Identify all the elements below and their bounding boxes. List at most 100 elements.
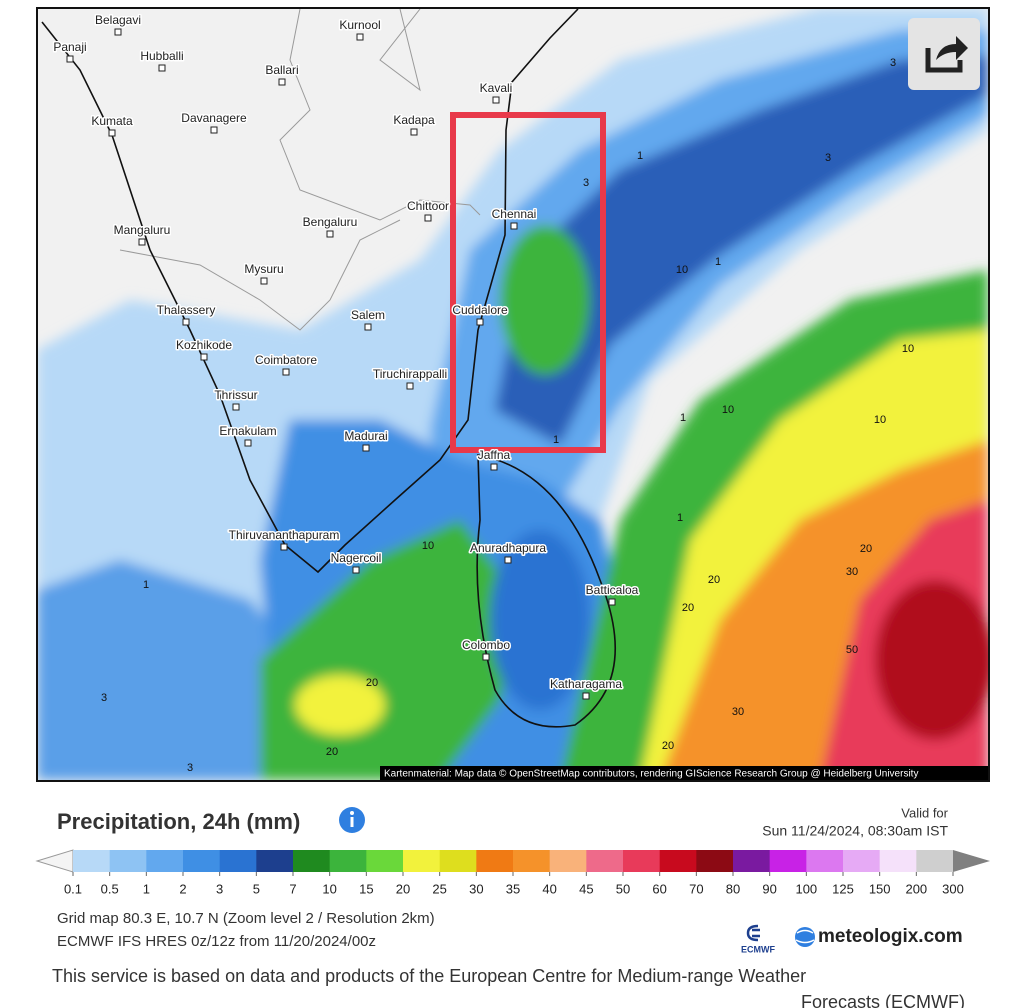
- city-label: Davanagere: [181, 111, 247, 125]
- scale-swatch: [293, 850, 331, 872]
- contour-label: 20: [366, 677, 378, 689]
- map-frame: [36, 7, 990, 782]
- city-dot: [504, 556, 512, 564]
- city-dot: [476, 318, 484, 326]
- precip-srilanka: [490, 530, 590, 710]
- city-label: Tiruchirappalli: [373, 367, 447, 381]
- city-label: Bengaluru: [303, 215, 358, 229]
- scale-swatch: [916, 850, 954, 872]
- city-dot: [200, 353, 208, 361]
- city-label: Belagavi: [95, 13, 141, 27]
- scale-label: 1: [143, 881, 150, 896]
- scale-swatch: [329, 850, 367, 872]
- contour-label: 3: [825, 152, 831, 164]
- city-dot: [114, 28, 122, 36]
- scale-label: 80: [726, 881, 740, 896]
- scale-label: 200: [905, 881, 927, 896]
- info-icon[interactable]: [339, 807, 365, 833]
- attribution: Kartenmaterial: Map data © OpenStreetMap…: [384, 769, 918, 780]
- contour-label: 30: [846, 566, 858, 578]
- scale-label: 5: [253, 881, 260, 896]
- city-dot: [108, 129, 116, 137]
- footer-line1: This service is based on data and produc…: [52, 966, 806, 986]
- city-dot: [158, 64, 166, 72]
- attribution-bar: [380, 766, 988, 780]
- city-label: Coimbatore: [255, 353, 317, 367]
- scale-swatch: [476, 850, 514, 872]
- share-button[interactable]: [908, 18, 980, 90]
- city-dot: [232, 403, 240, 411]
- city-label: Kozhikode: [176, 338, 232, 352]
- scale-label: 30: [469, 881, 483, 896]
- scale-label: 0.5: [101, 881, 119, 896]
- scale-swatch: [256, 850, 294, 872]
- scale-label: 40: [542, 881, 556, 896]
- scale-label: 20: [396, 881, 410, 896]
- city-dot: [482, 653, 490, 661]
- city-dot: [582, 692, 590, 700]
- scale-label: 60: [652, 881, 666, 896]
- contour-label: 20: [860, 543, 872, 555]
- city-dot: [510, 222, 518, 230]
- contour-label: 1: [680, 412, 686, 424]
- scale-label: 90: [762, 881, 776, 896]
- contour-label: 10: [874, 414, 886, 426]
- scale-label: 35: [506, 881, 520, 896]
- contour-label: 10: [676, 264, 688, 276]
- scale-label: 0.1: [64, 881, 82, 896]
- precip-darkred: [875, 580, 988, 740]
- city-dot: [356, 33, 364, 41]
- city-label: Ernakulam: [219, 424, 276, 438]
- city-label: Batticaloa: [586, 583, 639, 597]
- contour-label: 20: [682, 602, 694, 614]
- ecmwf-text: ECMWF: [741, 944, 775, 954]
- state-border: [119, 219, 401, 331]
- city-label: Cuddalore: [452, 303, 508, 317]
- scale-label: 25: [432, 881, 446, 896]
- ecmwf-mark: [746, 924, 760, 942]
- scale-label: 3: [216, 881, 223, 896]
- city-label: Ballari: [265, 63, 298, 77]
- city-dot: [410, 128, 418, 136]
- city-dot: [352, 566, 360, 574]
- precip-blue-sw: [38, 560, 300, 780]
- scale-swatch: [696, 850, 734, 872]
- scale-swatch: [623, 850, 661, 872]
- contour-label: 1: [553, 434, 559, 446]
- city-dot: [492, 96, 500, 104]
- city-label: Mysuru: [244, 262, 283, 276]
- highlight-box: [450, 112, 606, 453]
- city-dot: [424, 214, 432, 222]
- meteologix-logo: meteologix.com: [795, 926, 963, 947]
- contour-label: 3: [890, 57, 896, 69]
- precipitation-map: Belagavi Kurnool Panaji Hubballi Ballari Kava…: [38, 9, 988, 780]
- grid-info: Grid map 80.3 E, 10.7 N (Zoom level 2 / …: [57, 910, 435, 927]
- scale-swatch: [769, 850, 807, 872]
- city-label: Mangaluru: [114, 223, 171, 237]
- city-dot: [280, 543, 288, 551]
- scale-label: 50: [616, 881, 630, 896]
- scale-label: 45: [579, 881, 593, 896]
- city-dot: [608, 598, 616, 606]
- contour-label: 50: [846, 644, 858, 656]
- coast-india: [41, 9, 579, 574]
- city-dot: [364, 323, 372, 331]
- scale-label: 7: [289, 881, 296, 896]
- city-dot: [260, 277, 268, 285]
- coast-srilanka: [476, 454, 616, 728]
- contour-label: 3: [187, 762, 193, 774]
- city-label: Kadapa: [393, 113, 435, 127]
- valid-time: Sun 11/24/2024, 08:30am IST: [762, 823, 948, 839]
- scale-label: 150: [869, 881, 891, 896]
- city-label: Hubballi: [140, 49, 183, 63]
- scale-swatch: [183, 850, 221, 872]
- city-label: Thalassery: [157, 303, 216, 317]
- scale-swatch: [439, 850, 477, 872]
- color-scale: 0.1 0.5 1 2 3 5 7 10 15 20 25 30 35 40 45 50 60 70 80 90 100…: [35, 849, 990, 896]
- contour-label: 1: [143, 579, 149, 591]
- city-label: Salem: [351, 308, 385, 322]
- city-label: Panaji: [53, 40, 86, 54]
- city-dot: [138, 238, 146, 246]
